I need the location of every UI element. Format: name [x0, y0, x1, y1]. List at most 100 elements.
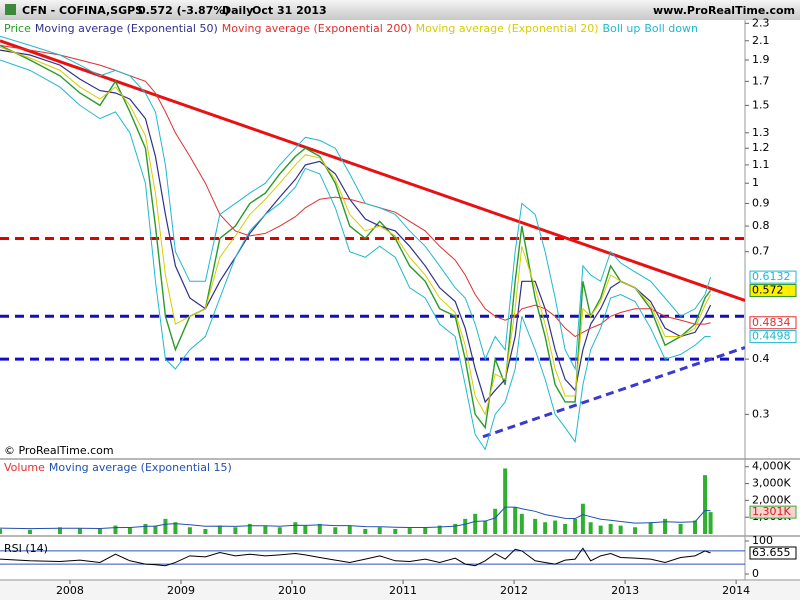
volume-bar [363, 528, 368, 534]
panel [0, 35, 745, 451]
legend-entry: Moving average (Exponential 20) [416, 22, 599, 35]
y-tick-label: 2.3 [752, 16, 770, 29]
value-box [749, 283, 797, 297]
volume-bar [317, 523, 322, 534]
series-line [0, 35, 712, 371]
value-box-label: 0.572 [752, 283, 784, 296]
volume-bar [97, 528, 102, 534]
volume-bar [493, 508, 498, 534]
volume-bar [563, 523, 568, 534]
panel [0, 547, 745, 567]
volume-bar [113, 525, 118, 534]
volume-bar [463, 518, 468, 534]
volume-bar [633, 527, 638, 534]
volume-bar [648, 522, 653, 534]
y-tick-label: 0.4 [752, 352, 770, 365]
panel-title: RSI (14) [4, 542, 48, 555]
symbol: CFN - COFINA,SGPS [22, 4, 143, 17]
volume-bar [27, 529, 32, 534]
volume-bar [503, 468, 508, 534]
volume-bar [333, 527, 338, 534]
series-line [0, 49, 712, 404]
volume-bar [663, 518, 668, 534]
volume-bar [377, 527, 382, 534]
volume-bar [247, 523, 252, 534]
quote: 0.572 (-3.87%) [138, 4, 229, 17]
y-tick-label: 1.9 [752, 53, 770, 66]
panel [0, 468, 713, 534]
y-tick-label: 2,000K [752, 493, 791, 506]
volume-bar [543, 522, 548, 534]
volume-bar [598, 525, 603, 534]
volume-bar [303, 525, 308, 534]
y-tick-label: 0.3 [752, 407, 770, 420]
volume-bar [77, 528, 82, 534]
panel-separator [0, 535, 800, 537]
x-tick-label: 2008 [56, 584, 84, 597]
volume-bar [703, 475, 708, 534]
volume-bar [217, 525, 222, 534]
value-box-label: 0.6132 [752, 270, 791, 283]
value-box-label: 0.4834 [752, 316, 791, 329]
volume-bar [483, 520, 488, 534]
y-tick-label: 4,000K [752, 460, 791, 473]
y-tick-label: 1.1 [752, 158, 770, 171]
volume-bar [57, 527, 62, 534]
volume-bar [0, 528, 2, 534]
y-tick-label: 1 [752, 176, 759, 189]
volume-bar [347, 525, 352, 534]
x-tick-label: 2009 [167, 584, 195, 597]
copyright: © ProRealTime.com [4, 444, 114, 457]
x-axis-strip [0, 579, 800, 600]
x-tick-label: 2013 [611, 584, 639, 597]
y-tick-label: 1.2 [752, 141, 770, 154]
y-tick-label: 1.7 [752, 74, 770, 87]
volume-bar [573, 518, 578, 534]
legend-entry: Boll up [603, 22, 641, 35]
series-line [0, 547, 711, 567]
series-line [0, 44, 712, 430]
header-icon [5, 4, 16, 15]
volume-bar [708, 512, 713, 534]
legend-entry: Volume [4, 461, 45, 474]
volume-bar [393, 528, 398, 534]
y-tick-label: 0.8 [752, 219, 770, 232]
volume-bar [143, 523, 148, 534]
legend-entry: Price [4, 22, 31, 35]
date: Oct 31 2013 [252, 4, 327, 17]
y-tick-label: 3,000K [752, 477, 791, 490]
volume-bar [437, 525, 442, 534]
volume-bar [473, 513, 478, 534]
volume-bar [173, 522, 178, 534]
legend-entry: Boll down [644, 22, 698, 35]
value-box [749, 546, 797, 560]
y-tick-label: 0 [752, 567, 759, 580]
volume-bar [423, 527, 428, 534]
y-tick-label: 2.1 [752, 34, 770, 47]
value-box [749, 505, 797, 519]
series-line [0, 59, 711, 451]
legend-entry: Moving average (Exponential 200) [222, 22, 412, 35]
volume-bar [293, 522, 298, 534]
volume-bar [233, 527, 238, 534]
series-line [0, 46, 712, 416]
header-bar [0, 0, 800, 20]
volume-bar [277, 527, 282, 534]
volume-bar [519, 513, 524, 534]
volume-bar [678, 523, 683, 534]
x-tick-label: 2012 [500, 584, 528, 597]
volume-bar [553, 520, 558, 534]
header: CFN - COFINA,SGPS 0.572 (-3.87%) Daily O… [0, 0, 800, 20]
y-tick-label: 0.7 [752, 245, 770, 258]
volume-bar [407, 528, 412, 534]
volume-bar [618, 525, 623, 534]
site: www.ProRealTime.com [653, 4, 795, 17]
volume-bar [153, 525, 158, 534]
value-box-label: 63.655 [752, 546, 791, 559]
x-tick-label: 2010 [278, 584, 306, 597]
value-box-label: 0.4498 [752, 330, 791, 343]
volume-bar [693, 520, 698, 534]
legend-entry: Moving average (Exponential 15) [49, 461, 232, 474]
period: Daily [222, 4, 253, 17]
